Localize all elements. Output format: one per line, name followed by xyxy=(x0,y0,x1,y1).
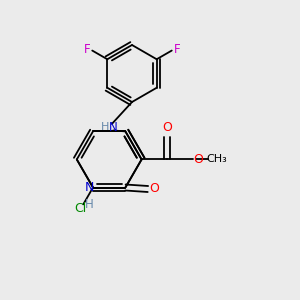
Text: CH₃: CH₃ xyxy=(206,154,227,164)
Text: H: H xyxy=(85,197,94,211)
Text: N: N xyxy=(85,181,94,194)
Text: O: O xyxy=(194,153,203,166)
Text: O: O xyxy=(150,182,159,196)
Text: N: N xyxy=(109,121,118,134)
Text: F: F xyxy=(83,43,90,56)
Text: H: H xyxy=(101,122,109,133)
Text: F: F xyxy=(174,43,181,56)
Text: O: O xyxy=(162,122,172,134)
Text: Cl: Cl xyxy=(75,202,87,215)
